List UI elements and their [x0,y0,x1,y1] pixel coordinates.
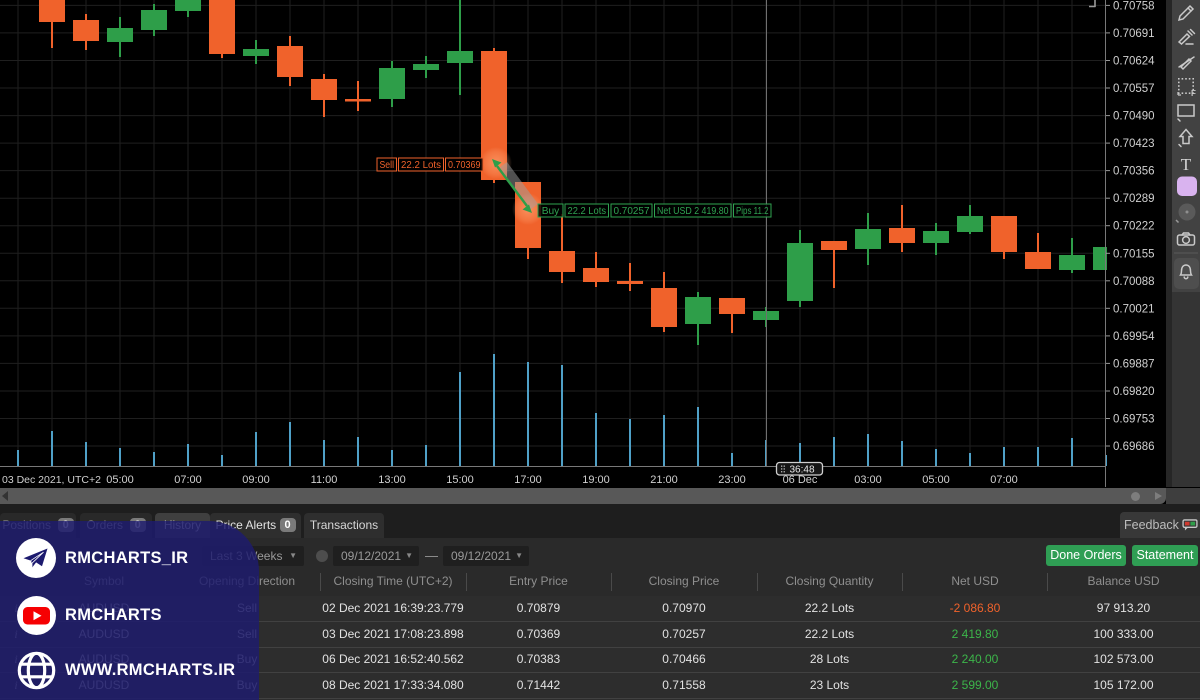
svg-text:22.2 Lots: 22.2 Lots [568,206,607,217]
svg-text:22.2 Lots: 22.2 Lots [401,159,441,171]
svg-text:05:00: 05:00 [106,474,134,486]
svg-text:0.70222: 0.70222 [1113,221,1155,233]
svg-text:03:00: 03:00 [854,474,882,486]
svg-text:0.70088: 0.70088 [1113,276,1155,288]
svg-text:Sell: Sell [380,159,395,171]
svg-text:0.70490: 0.70490 [1113,111,1155,123]
svg-text:0.70356: 0.70356 [1113,166,1155,178]
svg-text:09:00: 09:00 [242,474,270,486]
svg-text:0.70257: 0.70257 [614,206,650,217]
svg-text:36:48: 36:48 [789,465,814,476]
svg-text:0.70021: 0.70021 [1113,303,1155,315]
svg-text:11:00: 11:00 [311,474,338,486]
svg-text:0.69954: 0.69954 [1113,331,1155,343]
svg-text:Pips 11.2: Pips 11.2 [736,206,769,217]
svg-text:0.70369: 0.70369 [448,159,481,171]
svg-text:0.69887: 0.69887 [1113,358,1155,370]
svg-text:F: F [1191,89,1196,98]
svg-text:0.70624: 0.70624 [1113,56,1155,68]
svg-text:05:00: 05:00 [922,474,950,486]
svg-text:03 Dec 2021, UTC+2: 03 Dec 2021, UTC+2 [2,474,101,486]
svg-text:0.70557: 0.70557 [1113,83,1155,95]
svg-text:17:00: 17:00 [514,474,542,486]
svg-text:0.70423: 0.70423 [1113,138,1155,150]
svg-text:21:00: 21:00 [650,474,678,486]
svg-text:13:00: 13:00 [378,474,406,486]
svg-text:19:00: 19:00 [582,474,610,486]
svg-text:0.70289: 0.70289 [1113,193,1155,205]
svg-text:0.70691: 0.70691 [1113,28,1155,40]
svg-text:23:00: 23:00 [718,474,746,486]
svg-text:15:00: 15:00 [446,474,474,486]
svg-text:07:00: 07:00 [174,474,202,486]
svg-text:Net USD 2 419.80: Net USD 2 419.80 [657,206,729,217]
svg-text:Buy: Buy [542,206,560,217]
svg-text:0.70758: 0.70758 [1113,0,1155,12]
svg-text:0.69753: 0.69753 [1113,414,1155,426]
svg-text:0.69686: 0.69686 [1113,441,1155,453]
svg-text:T: T [1181,155,1192,174]
svg-text:07:00: 07:00 [990,474,1018,486]
svg-text:0.69820: 0.69820 [1113,386,1155,398]
svg-text:0.70155: 0.70155 [1113,248,1155,260]
svg-text:06 Dec: 06 Dec [783,474,818,486]
